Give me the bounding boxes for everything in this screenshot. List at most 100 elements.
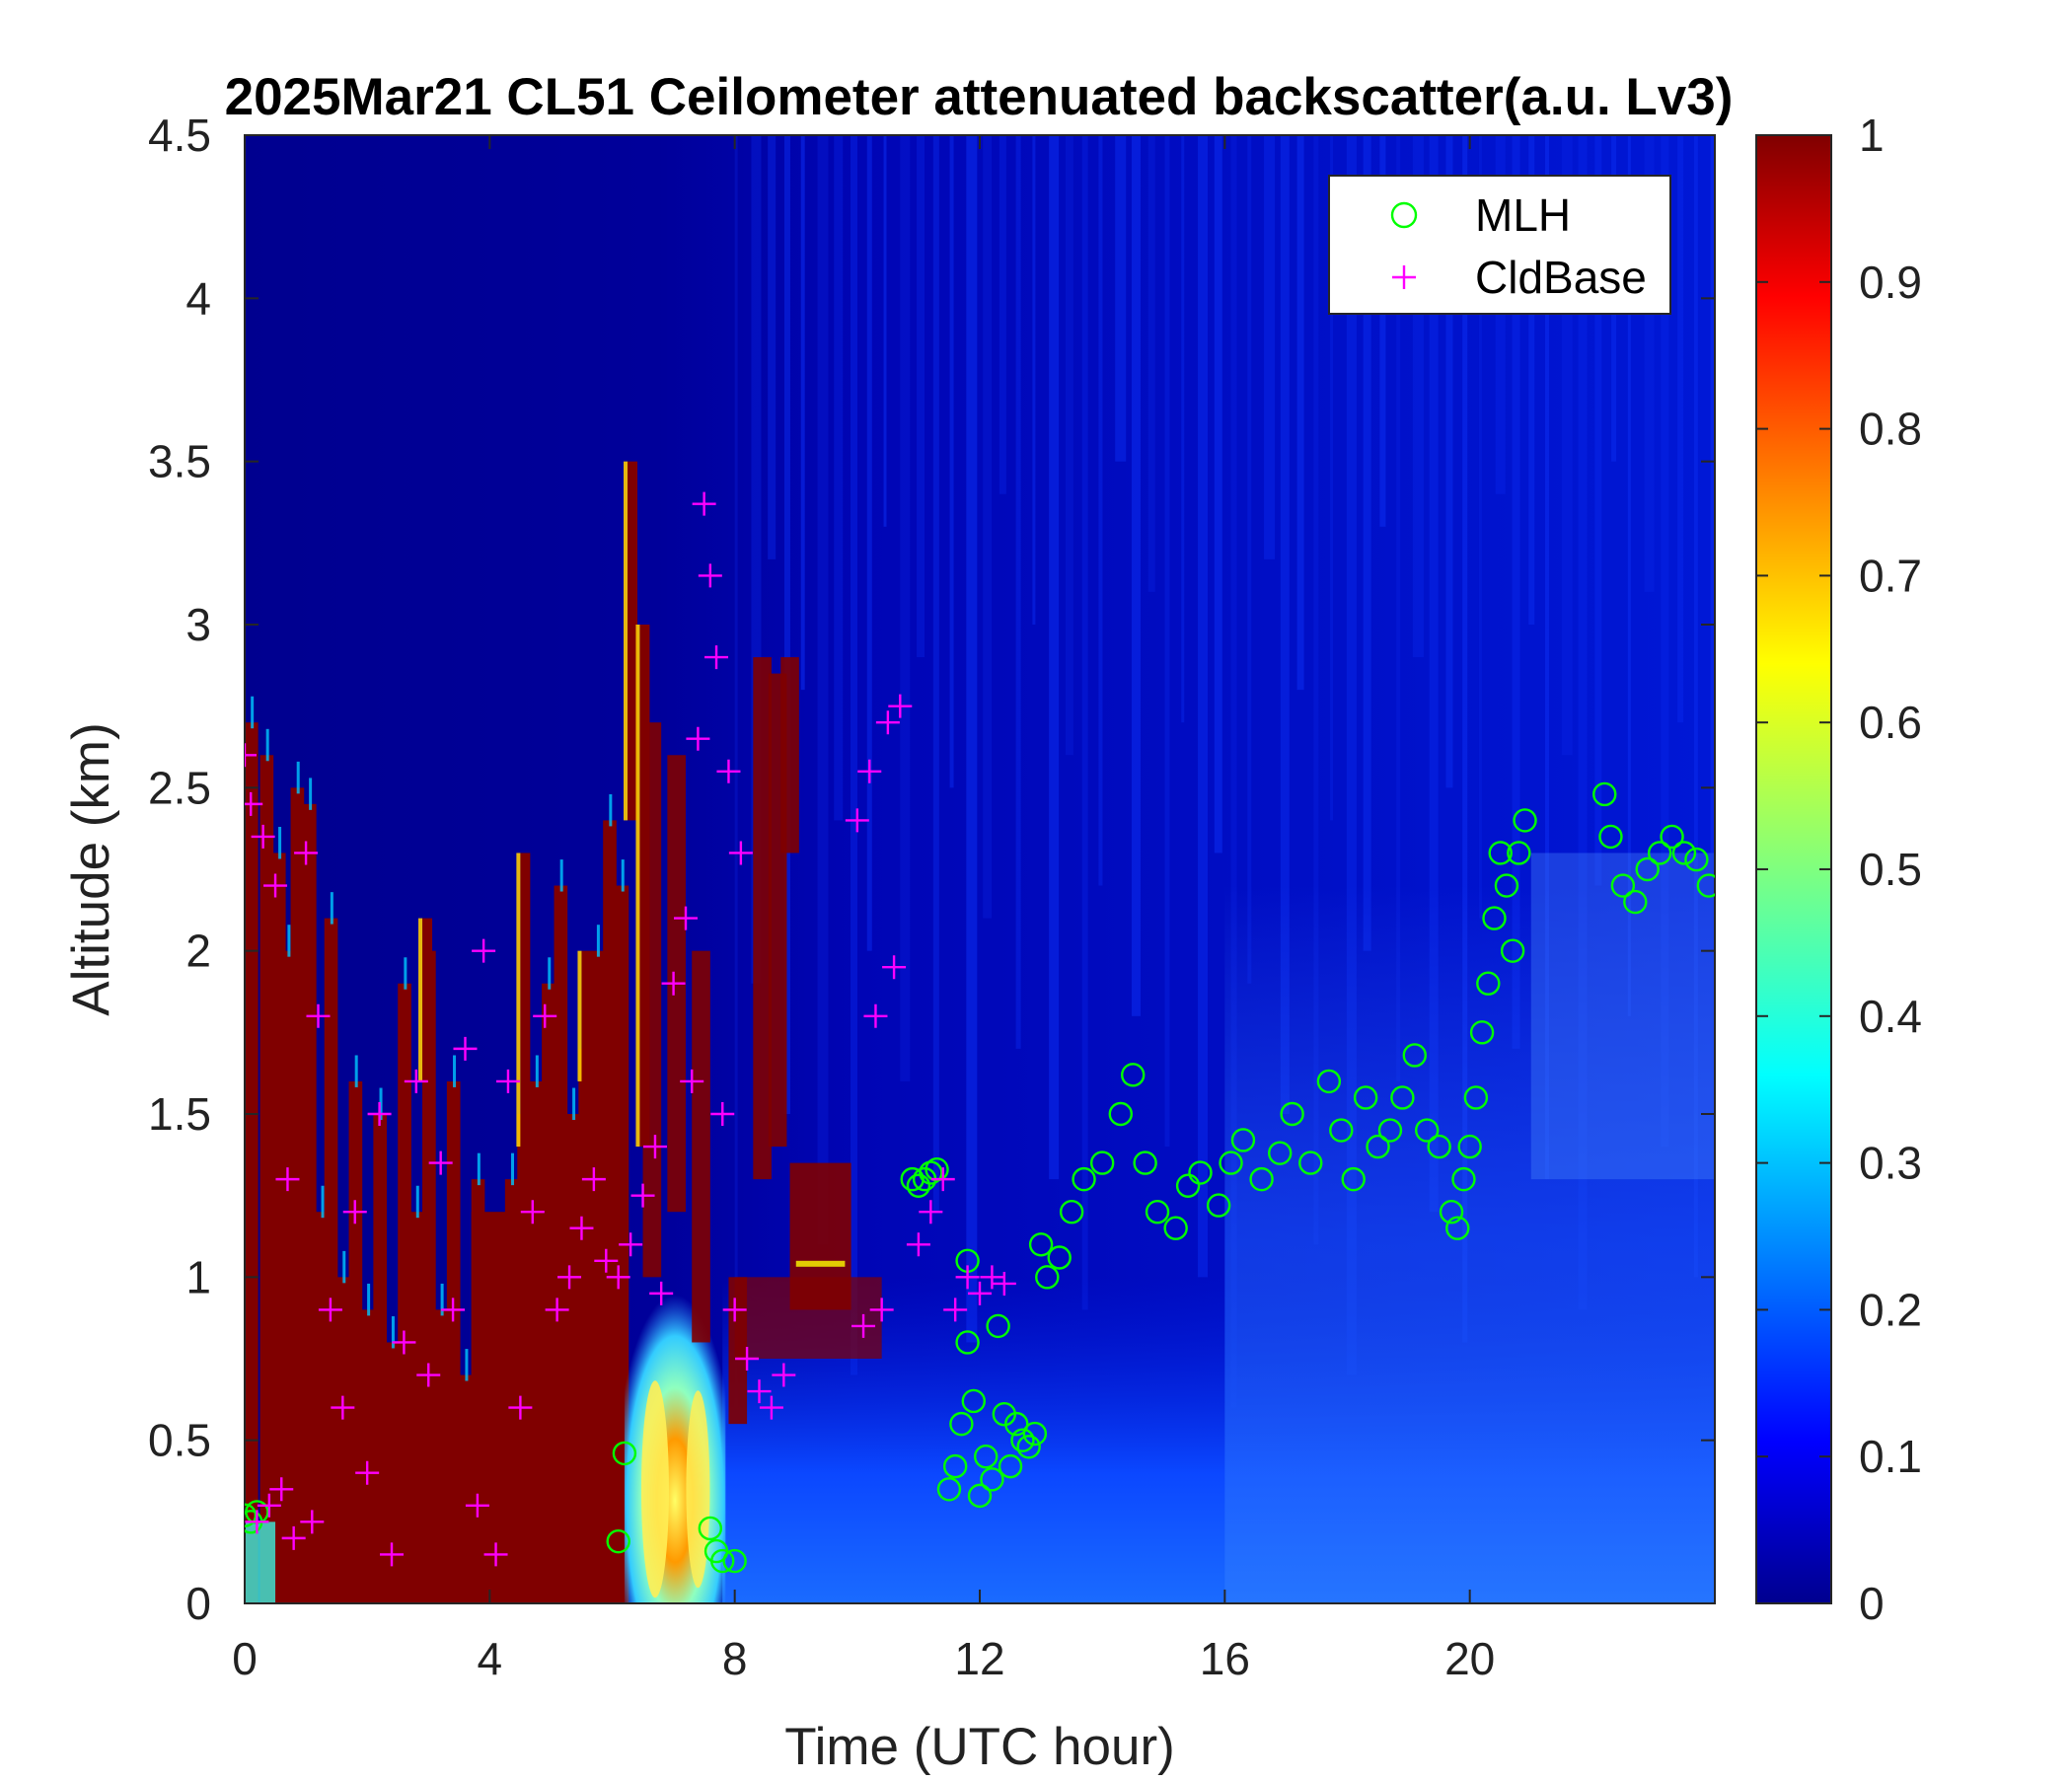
heatmap-texture — [800, 135, 805, 691]
cldbase-point — [545, 1298, 569, 1322]
mlh-point — [1415, 1118, 1440, 1143]
heatmap-cloud — [692, 950, 710, 1343]
heatmap-cloud-edge — [624, 461, 629, 821]
cldbase-point — [674, 906, 698, 930]
heatmap-cloud-edge — [309, 778, 313, 810]
cldbase-point — [245, 1510, 269, 1534]
heatmap-cloud — [245, 722, 259, 1603]
mlh-point — [1476, 971, 1501, 996]
mlh-point — [1402, 1043, 1427, 1068]
heatmap-texture — [1247, 135, 1252, 984]
mlh-point — [949, 1411, 974, 1437]
heatmap-cloud-edge — [367, 1283, 371, 1316]
heatmap-texture — [1164, 135, 1170, 1148]
cldbase-point — [306, 1003, 331, 1028]
legend-label: CldBase — [1475, 252, 1647, 303]
cldbase-point — [269, 1477, 294, 1502]
cldbase-point — [594, 1248, 619, 1273]
cldbase-point — [851, 1313, 876, 1338]
mlh-point — [1635, 856, 1660, 882]
heatmap-texture — [1627, 135, 1631, 1016]
y-tick-label: 1 — [185, 1251, 211, 1302]
heatmap-cloud — [734, 1277, 882, 1359]
mlh-point — [1329, 1118, 1354, 1143]
mlh-point — [1249, 1166, 1274, 1192]
mlh-point — [698, 1516, 723, 1541]
mlh-point — [612, 1441, 637, 1466]
mlh-point — [1500, 938, 1525, 963]
heatmap-texture — [883, 135, 887, 527]
heatmap-texture — [1214, 135, 1222, 853]
colorbar-tick-label: 0.7 — [1859, 550, 1922, 601]
cldbase-point — [863, 1003, 888, 1028]
mlh-point — [1059, 1199, 1084, 1224]
mlh-point — [1623, 889, 1648, 915]
heatmap-cloud-edge — [354, 1055, 358, 1087]
cldbase-point — [380, 1542, 404, 1567]
heatmap-texture — [1561, 135, 1573, 756]
heatmap-texture — [1594, 135, 1602, 886]
heatmap-texture — [1181, 135, 1185, 723]
mlh-point — [967, 1483, 993, 1509]
cldbase-point — [759, 1395, 783, 1420]
heatmap-cloud — [471, 1212, 625, 1603]
heatmap-cloud-edge — [635, 625, 640, 1148]
heatmap-texture — [932, 135, 939, 1213]
cldbase-point — [680, 1069, 704, 1093]
mlh-point — [1028, 1232, 1054, 1257]
legend: MLH CldBase — [1328, 175, 1671, 315]
heatmap-texture — [1296, 135, 1304, 691]
mlh-point — [1010, 1428, 1035, 1452]
heatmap-cloud-edge — [440, 1283, 444, 1316]
axes: 0 4 8 12 16 20 0 0.5 1 1.5 2 2.5 3 3.5 4 4.5 — [148, 110, 1716, 1684]
cldbase-point — [686, 726, 710, 751]
mlh-point — [1047, 1245, 1072, 1270]
mlh-point — [1445, 1216, 1470, 1240]
heatmap-texture — [1379, 135, 1386, 527]
mlh-point — [1072, 1166, 1096, 1192]
cldbase-point — [630, 1183, 655, 1208]
mlh-point — [1671, 841, 1697, 865]
cldbase-point — [569, 1216, 594, 1240]
mlh-point — [1684, 847, 1709, 872]
mlh-point — [1163, 1216, 1188, 1240]
cldbase-point — [955, 1265, 980, 1290]
cldbase-point — [520, 1200, 545, 1224]
mlh-point — [1004, 1411, 1029, 1437]
y-tick-label: 0.5 — [148, 1415, 211, 1466]
heatmap-texture — [1528, 135, 1535, 625]
colorbar-tick-label: 0.1 — [1859, 1431, 1922, 1482]
legend-marker-cldbase — [1392, 265, 1416, 289]
cldbase-point — [722, 1298, 747, 1322]
cldbase-point — [906, 1232, 930, 1257]
heatmap-texture — [1098, 135, 1103, 886]
mlh-point — [1696, 873, 1715, 898]
heatmap-haze — [1530, 853, 1715, 1180]
heatmap-cloud-edge — [251, 696, 255, 729]
heatmap-cloud-edge — [296, 761, 300, 794]
cldbase-point — [428, 1150, 453, 1175]
y-tick-label: 2 — [185, 926, 211, 977]
x-tick-label: 8 — [722, 1633, 748, 1684]
x-tick-label: 0 — [232, 1633, 258, 1684]
y-tick-label: 2.5 — [148, 762, 211, 813]
cldbase-point — [281, 1525, 306, 1550]
heatmap-cloud-edge — [572, 1087, 576, 1120]
cldbase-point — [747, 1379, 772, 1404]
cldbase-point — [263, 873, 288, 898]
heatmap-texture — [1578, 135, 1588, 1310]
cldbase-point — [968, 1281, 992, 1305]
series-cldbase — [245, 491, 1016, 1567]
heatmap-cloud-edge — [596, 925, 600, 957]
heatmap-texture — [1445, 135, 1453, 788]
heatmap-texture — [834, 135, 844, 821]
heatmap-cloud-edge — [265, 728, 269, 762]
heatmap-cloud-edge — [404, 957, 407, 990]
y-tick-label: 3.5 — [148, 436, 211, 487]
mlh-point — [1175, 1173, 1201, 1198]
heatmap-cloud-edge — [535, 1055, 539, 1087]
cldbase-point — [692, 491, 716, 516]
mlh-point — [1298, 1150, 1323, 1175]
colorbar-tick-label: 0.6 — [1859, 697, 1922, 748]
